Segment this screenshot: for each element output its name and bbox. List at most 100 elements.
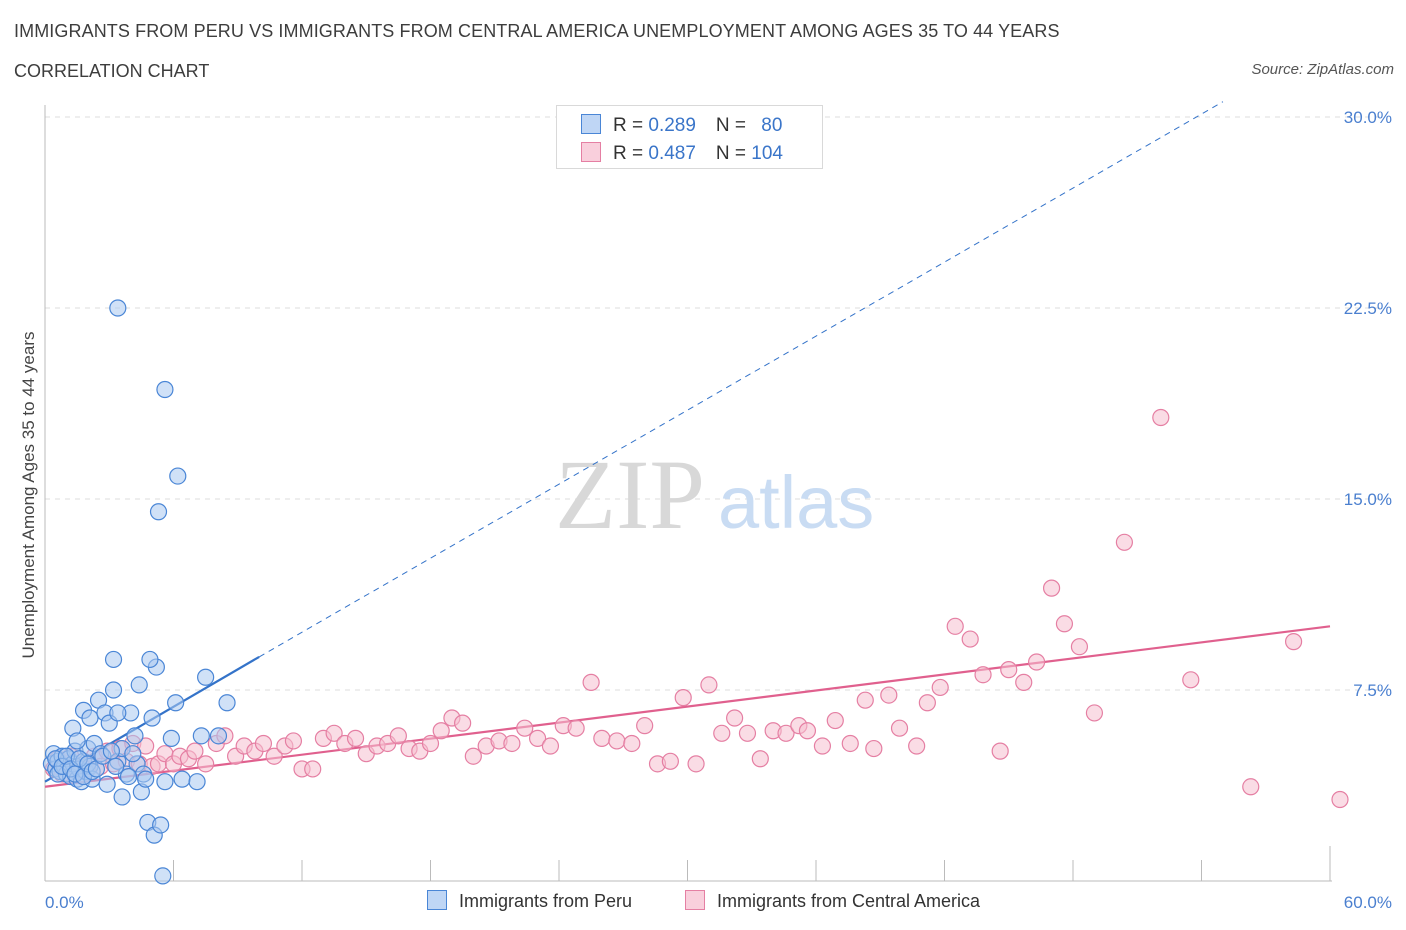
point-central-america [991,742,1009,760]
central-swatch [581,142,601,162]
point-central-america [541,737,560,755]
point-central-america [608,732,626,750]
source-credit: Source: ZipAtlas.com [1251,61,1394,78]
point-central-america [254,734,273,753]
point-central-america [421,734,440,753]
point-central-america [1070,638,1089,656]
point-central-america [726,709,744,727]
point-peru [98,775,116,793]
point-central-america [1085,704,1104,722]
watermark-zip: ZIP [555,439,705,550]
point-central-america [713,724,731,742]
point-central-america [700,676,718,694]
tick-labels: 7.5% 15.0% 22.5% 30.0% 0.0% 60.0% [45,108,1392,912]
point-central-america [528,729,547,747]
point-central-america [1115,533,1134,551]
point-peru [173,770,191,788]
point-peru [119,767,138,786]
point-central-america [1042,579,1061,597]
chart-title: IMMIGRANTS FROM PERU VS IMMIGRANTS FROM … [14,21,1060,41]
point-central-america [582,673,600,691]
point-central-america [880,686,898,704]
point-peru [154,867,172,885]
peru-r-value: 0.289 [648,115,696,136]
point-central-america [636,717,654,735]
point-peru [130,676,148,694]
point-peru [109,299,127,317]
point-central-america [567,719,585,737]
point-central-america [454,714,472,732]
point-central-america [325,724,343,742]
point-central-america [197,755,215,773]
y-axis-label: Unemployment Among Ages 35 to 44 years [19,332,38,659]
point-peru [162,729,180,747]
point-central-america [826,711,844,730]
point-central-america [389,727,407,745]
point-central-america [841,734,859,753]
n-label: N = [715,143,752,164]
gridlines [45,116,1385,691]
point-peru [141,650,159,669]
point-central-america [137,737,155,755]
point-central-america [751,750,769,768]
y-tick-label: 30.0% [1344,108,1392,127]
y-tick-label: 15.0% [1344,490,1392,509]
point-central-america [346,729,365,747]
point-peru [167,694,185,712]
legend-row-peru: R = 0.289 N = 80 [581,114,782,138]
point-peru [169,467,187,485]
point-central-america [1331,790,1349,809]
point-central-america [1284,633,1303,651]
r-label: R = [613,115,649,136]
point-central-america [908,737,926,755]
point-central-america [674,689,692,707]
point-central-america [593,729,611,747]
peru-legend-swatch [427,890,447,910]
point-central-america [304,760,322,778]
point-peru [81,709,99,727]
point-central-america [284,732,303,750]
point-peru [143,709,161,727]
point-central-america [777,724,795,742]
point-central-america [931,678,949,697]
point-central-america [918,694,936,712]
point-central-america [661,752,679,770]
point-central-america [798,722,817,740]
watermark-atlas: atlas [718,461,874,544]
x-tick-label: 0.0% [45,893,84,912]
point-central-america [890,719,909,737]
point-peru [102,742,120,760]
point-peru [218,694,236,712]
stats-legend: R = 0.289 N = 80 R = 0.487 N = 104 [556,105,823,169]
y-tick-label: 22.5% [1344,299,1392,318]
point-central-america [738,724,757,742]
central-legend-label: Immigrants from Central America [717,891,981,911]
trend-line-central [44,625,1331,788]
point-central-america [1242,778,1260,796]
axes [44,105,1332,882]
point-peru [104,650,123,669]
point-central-america [186,742,204,760]
point-peru [107,757,125,776]
point-central-america [516,719,534,737]
point-peru [109,704,127,722]
point-peru [209,727,228,745]
point-central-america [464,747,482,765]
point-peru [156,380,174,399]
peru-legend-label: Immigrants from Peru [459,891,633,911]
point-central-america [1152,408,1170,427]
point-central-america [1027,653,1046,671]
trend-central [44,625,1331,788]
legend-item-central: Immigrants from Central America [685,890,980,912]
point-central-america [1015,673,1033,691]
point-central-america [687,755,705,773]
point-peru [126,727,144,745]
point-central-america [961,630,979,648]
point-central-america [1182,671,1200,689]
x-tick-label: 60.0% [1344,893,1392,912]
point-central-america [503,734,521,753]
central-r-value: 0.487 [648,143,696,164]
point-peru [113,788,131,806]
peru-swatch [581,114,601,134]
